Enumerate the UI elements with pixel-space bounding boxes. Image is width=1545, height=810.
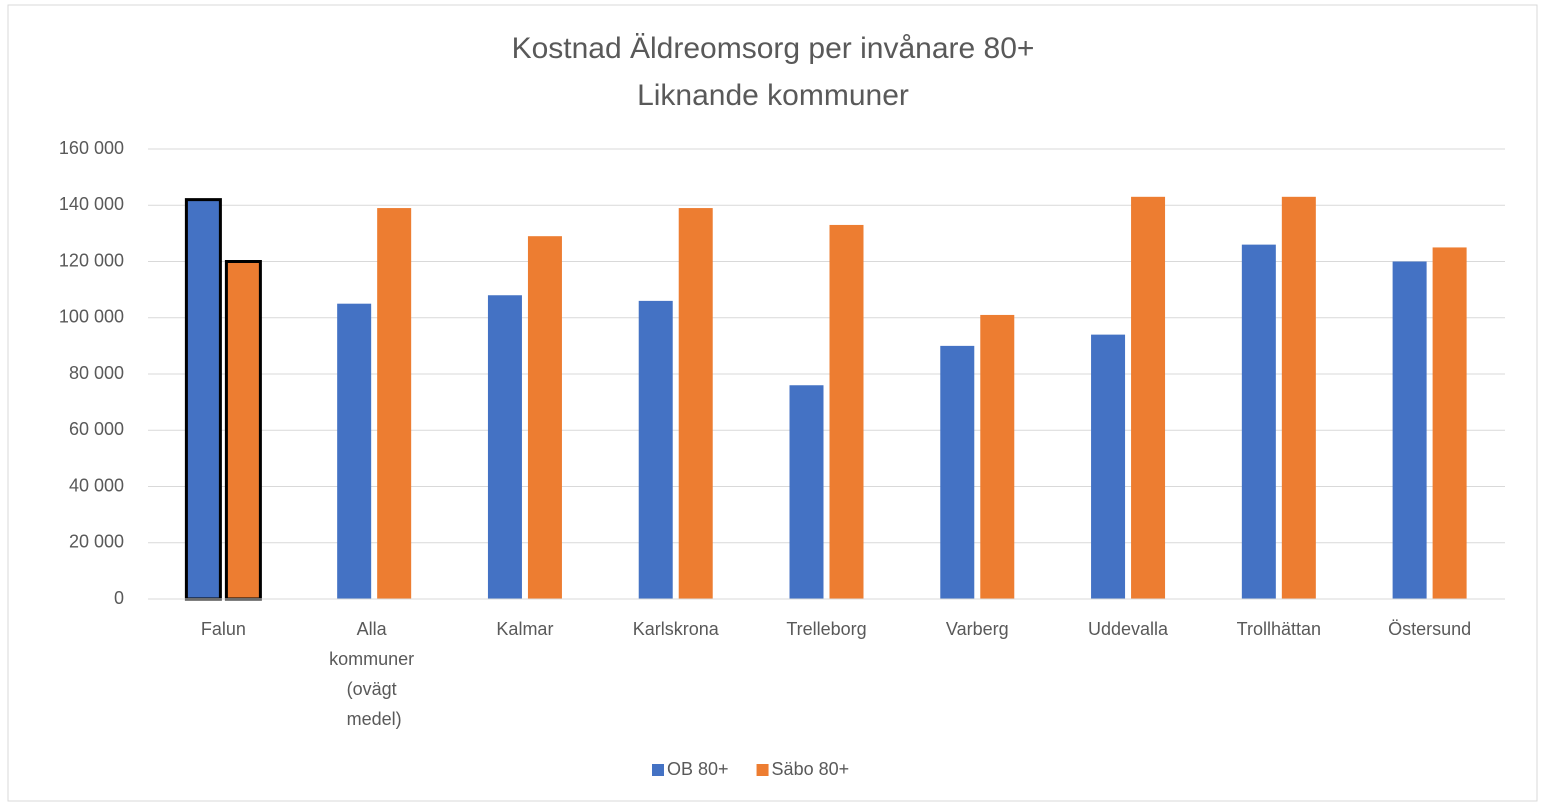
x-tick-label: Trelleborg [786,619,866,639]
x-tick-label: Uddevalla [1088,619,1169,639]
legend-label: OB 80+ [667,759,729,779]
bar [184,198,222,601]
x-tick-label: Östersund [1388,619,1471,639]
y-tick-label: 80 000 [69,363,124,383]
bar [678,208,713,599]
bar [377,208,412,599]
chart-subtitle: Liknande kommuner [637,79,909,112]
x-tick-label: Karlskrona [633,619,720,639]
bar [527,236,562,599]
y-tick-label: 100 000 [59,307,124,327]
bar [1091,334,1126,599]
bar [789,385,824,599]
bar [224,260,262,601]
y-tick-label: 20 000 [69,532,124,552]
y-tick-label: 160 000 [59,138,124,158]
y-tick-label: 120 000 [59,250,124,270]
y-tick-label: 0 [114,588,124,608]
x-tick-label: Varberg [946,619,1009,639]
bar [1281,196,1316,599]
chart-title: Kostnad Äldreomsorg per invånare 80+ [512,32,1035,65]
legend-swatch [652,764,664,776]
bar [829,224,864,599]
x-tick-label: Falun [201,619,246,639]
legend-swatch [756,764,769,776]
y-tick-label: 60 000 [69,419,124,439]
bar [1432,247,1467,599]
legend-label: Säbo 80+ [772,759,850,779]
bar [337,303,372,599]
bar [1392,261,1427,599]
x-tick-label: Alla kommuner (ovägt medel) [329,619,419,729]
x-tick-label: Trollhättan [1237,619,1321,639]
y-tick-label: 140 000 [59,194,124,214]
bar [1131,196,1166,599]
bar [980,314,1015,599]
bar [1241,244,1276,599]
x-tick-label: Kalmar [496,619,553,639]
bar [638,300,673,599]
bar [487,295,522,599]
y-tick-label: 40 000 [69,475,124,495]
bar [940,345,975,599]
